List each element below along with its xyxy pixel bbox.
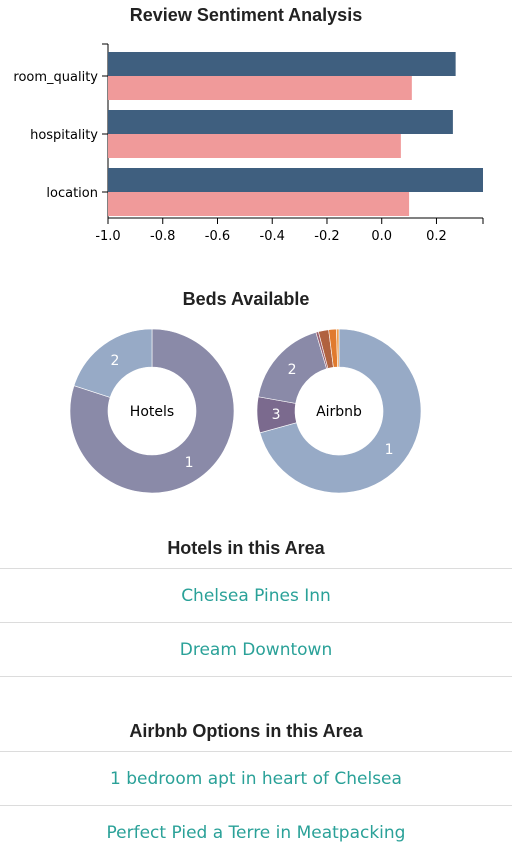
x-tick-label: -1.0 xyxy=(95,229,120,244)
beds-donut-charts: 1 2 Hotels 1 3 2 Airbnb xyxy=(69,328,422,494)
slice-label: 3 xyxy=(272,407,281,423)
donut-slice xyxy=(73,328,153,398)
slice-label: 2 xyxy=(111,353,120,369)
donut-slice xyxy=(259,328,422,494)
hotels-section-title: Hotels in this Area xyxy=(167,538,325,558)
beds-chart-title: Beds Available xyxy=(182,289,310,309)
airbnb-section-title: Airbnb Options in this Area xyxy=(129,721,363,741)
x-tick-label: -0.6 xyxy=(205,229,230,244)
bar xyxy=(108,192,410,216)
bar xyxy=(108,76,412,100)
bar xyxy=(108,168,483,192)
bar xyxy=(108,134,401,158)
airbnb-list: 1 bedroom apt in heart of Chelsea Perfec… xyxy=(0,751,512,859)
donut-slice xyxy=(336,328,340,368)
list-item: Perfect Pied a Terre in Meatpacking xyxy=(0,805,512,859)
airbnb-link[interactable]: 1 bedroom apt in heart of Chelsea xyxy=(110,768,402,789)
bar xyxy=(108,52,456,76)
hotel-link[interactable]: Dream Downtown xyxy=(179,639,333,660)
airbnb-donut: 1 3 2 Airbnb xyxy=(256,328,422,494)
hotels-donut: 1 2 Hotels xyxy=(69,328,235,494)
slice-label: 1 xyxy=(385,442,394,458)
hotels-list: Chelsea Pines Inn Dream Downtown xyxy=(0,568,512,677)
donut-slice xyxy=(69,328,235,494)
x-tick-label: 0.2 xyxy=(426,229,447,244)
slice-label: 2 xyxy=(288,362,297,378)
slice-label: 1 xyxy=(185,455,194,471)
x-tick-label: -0.4 xyxy=(260,229,285,244)
donut-center-label: Hotels xyxy=(130,404,174,420)
y-tick-label: location xyxy=(46,186,98,201)
x-tick-label: 0.0 xyxy=(371,229,392,244)
list-item: Dream Downtown xyxy=(0,622,512,677)
airbnb-link[interactable]: Perfect Pied a Terre in Meatpacking xyxy=(106,822,406,843)
sentiment-bar-chart: room_quality hospitality location -1.0 -0.8 -… xyxy=(13,43,484,244)
x-tick-label: -0.8 xyxy=(150,229,175,244)
y-tick-label: room_quality xyxy=(13,70,98,85)
list-item: Chelsea Pines Inn xyxy=(0,568,512,622)
y-tick-label: hospitality xyxy=(30,128,98,143)
sentiment-chart-title: Review Sentiment Analysis xyxy=(129,5,363,25)
x-tick-label: -0.2 xyxy=(314,229,339,244)
hotel-link[interactable]: Chelsea Pines Inn xyxy=(181,585,331,606)
donut-center-label: Airbnb xyxy=(316,404,362,420)
list-item: 1 bedroom apt in heart of Chelsea xyxy=(0,751,512,805)
bar xyxy=(108,110,453,134)
